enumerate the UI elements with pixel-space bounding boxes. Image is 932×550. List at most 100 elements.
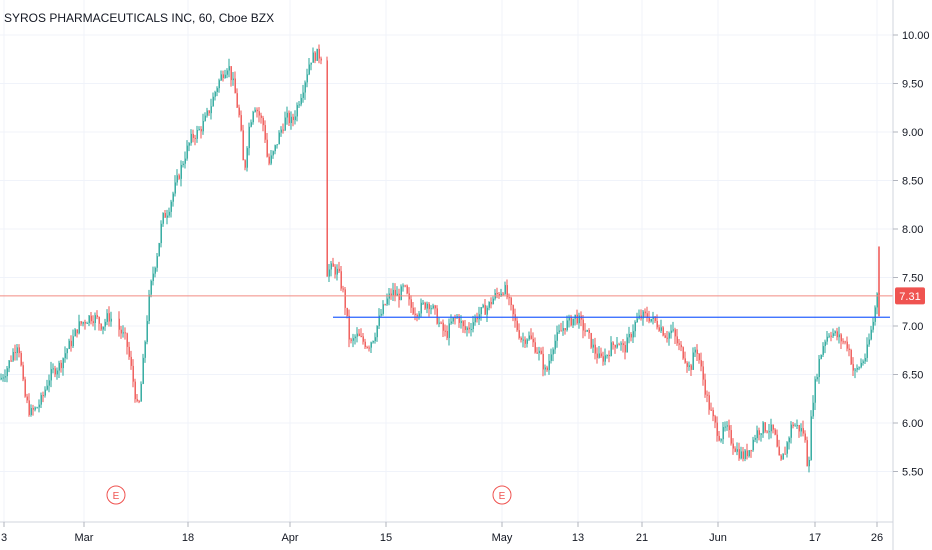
candle-body [172, 193, 174, 202]
candle-body [438, 322, 440, 324]
candle-body [258, 111, 260, 116]
candle-body [752, 439, 754, 451]
candle-body [270, 155, 272, 164]
candle-body [490, 302, 492, 305]
candle-body [14, 351, 16, 354]
candle-body [836, 331, 838, 338]
candle-body [202, 120, 204, 132]
candle-body [336, 268, 338, 275]
candle-body [542, 353, 544, 370]
candle-body [360, 335, 362, 337]
candle-body [618, 344, 620, 346]
candle-body [412, 307, 414, 314]
candle-body [220, 74, 222, 81]
candle-body [644, 311, 646, 314]
candle-body [178, 175, 180, 179]
candle-body [118, 318, 120, 330]
candle-body [534, 342, 536, 353]
candle-body [504, 285, 506, 294]
candle-body [670, 330, 672, 334]
candle-body [406, 285, 408, 294]
candle-body [398, 293, 400, 300]
candle-body [2, 377, 4, 379]
candle-body [694, 349, 696, 353]
candle-body [238, 107, 240, 116]
candle-body [798, 425, 800, 432]
candle-body [212, 96, 214, 107]
candle-body [552, 349, 554, 355]
candle-body [754, 438, 756, 440]
candle-body [452, 317, 454, 322]
candle-body [394, 289, 396, 296]
candle-body [330, 263, 332, 270]
candle-body [264, 125, 266, 140]
candle-body [550, 354, 552, 361]
candle-body [308, 64, 310, 75]
candle-body [776, 434, 778, 447]
candles [0, 44, 880, 473]
candle-body [362, 336, 364, 342]
candle-body [810, 416, 812, 460]
candle-body [680, 344, 682, 348]
y-tick-label: 7.50 [902, 273, 923, 285]
candle-body [790, 424, 792, 438]
candle-body [352, 338, 354, 341]
candle-body [710, 409, 712, 411]
candle-body [480, 307, 482, 315]
candle-body [496, 292, 498, 294]
candle-body [436, 308, 438, 324]
candle-body [844, 341, 846, 343]
candle-body [764, 422, 766, 432]
candle-body [282, 129, 284, 131]
candle-body [636, 318, 638, 323]
candle-body [668, 333, 670, 339]
candle-body [224, 74, 226, 79]
candle-body [294, 116, 296, 121]
candle-body [848, 348, 850, 350]
candle-body [358, 333, 360, 336]
earnings-marker[interactable] [492, 485, 512, 505]
candle-body [828, 335, 830, 337]
candle-body [314, 52, 316, 61]
candle-body [684, 358, 686, 363]
candle-body [492, 298, 494, 305]
candle-body [122, 332, 124, 334]
candle-body [592, 344, 594, 348]
candle-body [822, 346, 824, 355]
candle-body [720, 439, 722, 441]
candle-body [272, 151, 274, 156]
candle-body [750, 450, 752, 452]
candle-body [602, 356, 604, 362]
candle-body [662, 327, 664, 336]
grid [0, 0, 893, 522]
candle-body [110, 318, 112, 322]
candle-body [88, 315, 90, 323]
candle-body [696, 349, 698, 354]
earnings-marker[interactable] [106, 485, 126, 505]
candle-body [502, 293, 504, 295]
candle-body [702, 366, 704, 380]
earnings-marker-label: E [499, 491, 506, 502]
candle-body [22, 365, 24, 380]
candle-body [586, 330, 588, 332]
candle-body [510, 297, 512, 305]
candle-body [38, 404, 40, 408]
y-tick-label: 5.50 [902, 467, 923, 479]
candle-body [390, 293, 392, 296]
candle-body [292, 116, 294, 121]
candle-body [688, 365, 690, 367]
candle-body [864, 357, 866, 362]
candle-body [782, 453, 784, 460]
candle-body [448, 323, 450, 338]
candle-body [170, 201, 172, 212]
candle-body [556, 332, 558, 341]
candle-body [232, 78, 234, 81]
candle-body [796, 425, 798, 427]
candle-body [280, 129, 282, 133]
candle-body [310, 62, 312, 65]
candle-body [596, 353, 598, 358]
candle-body [792, 424, 794, 427]
candle-body [758, 430, 760, 435]
candle-body [276, 144, 278, 146]
